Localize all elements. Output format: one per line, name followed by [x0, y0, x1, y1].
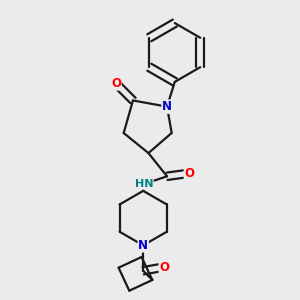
- Text: N: N: [162, 100, 172, 113]
- Text: O: O: [159, 260, 169, 274]
- Text: N: N: [138, 239, 148, 252]
- Text: O: O: [184, 167, 194, 180]
- Text: O: O: [111, 77, 121, 90]
- Text: HN: HN: [135, 179, 153, 189]
